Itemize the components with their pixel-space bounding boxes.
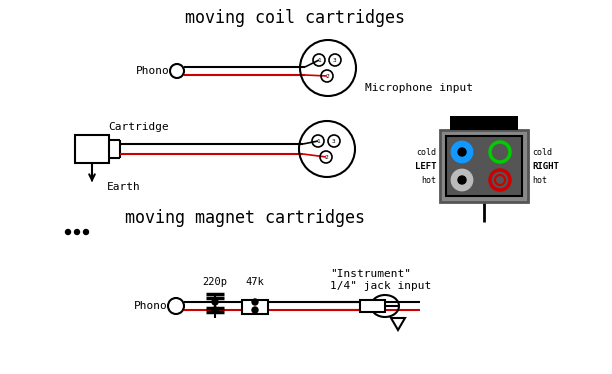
Bar — [75, 135, 109, 163]
Circle shape — [65, 230, 70, 234]
Circle shape — [252, 299, 258, 305]
Bar — [450, 116, 518, 130]
Text: "Instrument": "Instrument" — [330, 269, 411, 279]
Text: 1: 1 — [317, 58, 321, 62]
Text: moving magnet cartridges: moving magnet cartridges — [125, 209, 365, 227]
Text: 3: 3 — [332, 138, 336, 144]
Bar — [360, 300, 385, 312]
Text: 220p: 220p — [203, 277, 228, 287]
Circle shape — [75, 230, 80, 234]
Bar — [446, 136, 522, 196]
Text: 2: 2 — [325, 74, 329, 79]
Text: 47k: 47k — [245, 277, 264, 287]
Text: Cartridge: Cartridge — [108, 122, 169, 132]
Text: 1: 1 — [316, 138, 320, 144]
Bar — [242, 300, 268, 314]
Text: hot: hot — [532, 175, 547, 184]
Circle shape — [252, 307, 258, 313]
Text: Phono: Phono — [134, 301, 168, 311]
Text: moving coil cartridges: moving coil cartridges — [185, 9, 405, 27]
Text: cold: cold — [416, 147, 436, 156]
Bar — [440, 130, 528, 202]
Text: Microphone input: Microphone input — [365, 83, 473, 93]
Text: RIGHT: RIGHT — [532, 162, 559, 171]
Text: Earth: Earth — [107, 182, 141, 192]
Text: 2: 2 — [324, 154, 328, 159]
Text: cold: cold — [532, 147, 552, 156]
Text: 1/4" jack input: 1/4" jack input — [330, 281, 431, 291]
Circle shape — [452, 170, 472, 190]
Text: hot: hot — [421, 175, 436, 184]
Circle shape — [458, 148, 466, 156]
Text: 3: 3 — [333, 58, 337, 62]
Circle shape — [212, 299, 218, 305]
Circle shape — [452, 142, 472, 162]
Circle shape — [212, 307, 218, 313]
Text: LEFT: LEFT — [414, 162, 436, 171]
Text: Phono: Phono — [136, 66, 170, 76]
Circle shape — [83, 230, 89, 234]
Circle shape — [458, 176, 466, 184]
